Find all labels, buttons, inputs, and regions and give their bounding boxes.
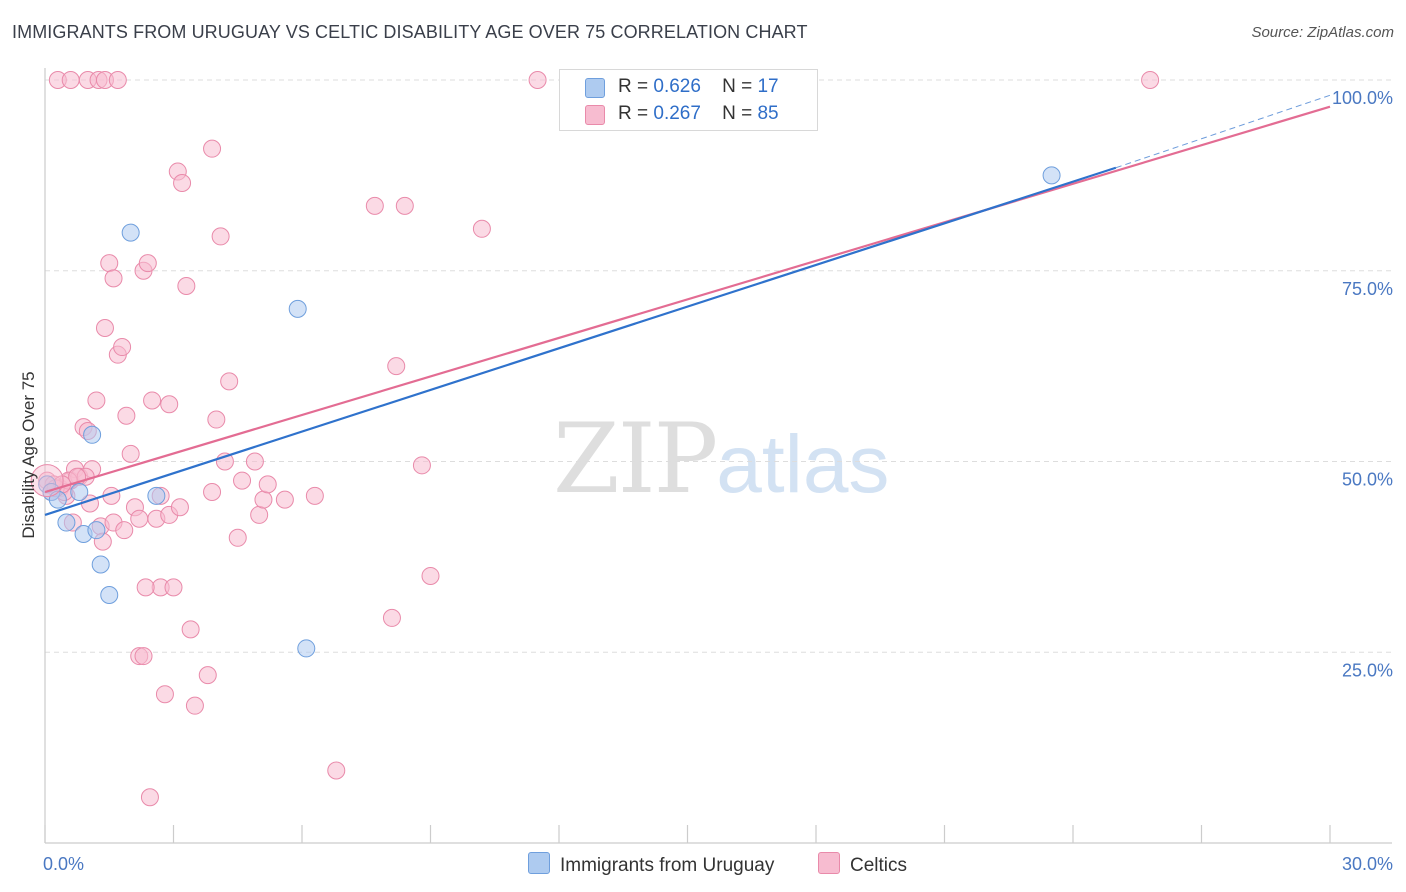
celtic-point [134,647,153,666]
chart-title: IMMIGRANTS FROM URUGUAY VS CELTIC DISABI… [12,22,808,42]
celtic-point [327,761,346,780]
legend-r-value-uruguay: 0.626 [653,76,701,97]
celtic-point [138,254,157,273]
celtic-point [143,391,162,410]
bottom-legend-swatch-uruguay [528,852,550,874]
bottom-legend-uruguay: Immigrants from Uruguay [528,852,774,877]
bottom-legend-celtic: Celtics [818,852,907,877]
celtic-point [155,685,174,704]
uruguay-point [1042,166,1061,185]
legend-n-value-uruguay: 17 [757,76,779,97]
stats-legend: R = 0.626 N = 17 R = 0.267 N = 85 [559,69,818,131]
trend-lines [44,94,1331,516]
celtic-point [305,486,324,505]
celtic-point [203,139,222,158]
grid-lines [45,79,1392,653]
legend-n-label: N = [722,103,753,124]
bottom-legend-swatch-celtic [818,852,840,874]
legend-r-value-celtic: 0.267 [653,103,701,124]
uruguay-point [147,486,166,505]
uruguay-point [70,483,89,502]
celtic-point [245,452,264,471]
tick-labels: 25.0% 50.0% 75.0% 100.0% 0.0% 30.0% Disability… [19,88,1393,874]
celtic-point [250,505,269,524]
celtic-point [100,254,119,273]
celtic-point [173,174,192,193]
celtic-point [203,483,222,502]
celtic-point [211,227,230,246]
celtic-point [254,490,273,509]
celtic-point [113,338,132,357]
celtic-point [228,528,247,547]
legend-r-label: R = [618,103,649,124]
y-tick-label: 50.0% [1342,470,1393,490]
celtic-point [421,566,440,585]
legend-text-uruguay: R = 0.626 N = 17 [618,76,779,98]
celtic-point [130,509,149,528]
celtic-point [472,219,491,238]
uruguay-point [57,513,76,532]
watermark: ZIPatlas [553,403,889,515]
celtic-point [220,372,239,391]
celtic-point [1141,71,1160,89]
watermark-zip: ZIP [553,403,718,515]
uruguay-point [297,639,316,658]
data-points [30,71,1160,807]
celtic-point [275,490,294,509]
celtic-point [177,277,196,296]
y-tick-label: 75.0% [1342,279,1393,299]
legend-swatch-celtic [585,105,605,125]
celtic-point [382,608,401,627]
x-tick-label: 0.0% [43,854,84,874]
celtic-point [198,666,217,685]
uruguay-point [288,299,307,318]
watermark-atlas: atlas [716,419,890,510]
celtic-trend-line [44,105,1331,494]
celtic-point [412,456,431,475]
y-tick-label: 100.0% [1332,88,1393,108]
uruguay-point [83,425,102,444]
celtic-point [164,578,183,597]
axes [44,68,1392,844]
bottom-legend-label-celtic: Celtics [850,855,908,876]
celtic-point [121,444,140,463]
celtic-point [160,395,179,414]
celtic-point [233,471,252,490]
uruguay-trend-extension [1115,94,1331,169]
legend-r-label: R = [618,76,649,97]
legend-text-celtic: R = 0.267 N = 85 [618,103,779,125]
legend-swatch-uruguay [585,78,605,98]
celtic-point [104,269,123,288]
celtic-point [207,410,226,429]
celtic-point [115,521,134,540]
uruguay-point [87,521,106,540]
celtic-point [365,196,384,215]
source-label: Source: ZipAtlas.com [1251,24,1394,41]
y-axis-title: Disability Age Over 75 [19,371,38,538]
celtic-point [170,498,189,517]
celtic-point [136,578,155,597]
celtic-point [140,788,159,807]
celtic-point [87,391,106,410]
celtic-point [117,406,136,425]
celtic-point [387,357,406,376]
celtic-point [108,71,127,89]
y-tick-label: 25.0% [1342,660,1393,680]
celtic-point [528,71,547,89]
celtic-point [61,71,80,89]
x-tick-label: 30.0% [1342,854,1393,874]
legend-n-label: N = [722,76,753,97]
legend-n-value-celtic: 85 [757,103,779,124]
uruguay-point [91,555,110,574]
celtic-point [258,475,277,494]
celtic-point [395,196,414,215]
uruguay-trend-line [44,166,1117,516]
uruguay-point [121,223,140,242]
celtic-point [181,620,200,639]
celtic-point [185,696,204,715]
uruguay-point [100,586,119,605]
celtic-point [95,318,114,337]
bottom-legend-label-uruguay: Immigrants from Uruguay [560,855,775,876]
